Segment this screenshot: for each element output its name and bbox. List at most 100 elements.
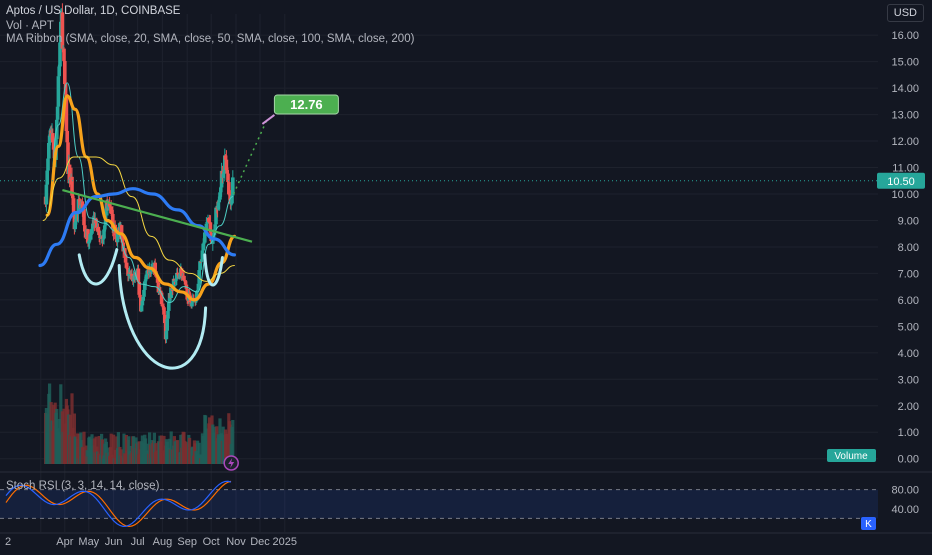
candle-body bbox=[224, 159, 229, 171]
target-price-badge bbox=[273, 94, 339, 115]
candle-body bbox=[198, 261, 202, 271]
candle-body bbox=[143, 281, 147, 290]
candle-body bbox=[137, 281, 141, 295]
volume-bar bbox=[91, 445, 95, 464]
candle-body bbox=[202, 242, 206, 244]
candle-body bbox=[111, 213, 115, 229]
candle-body bbox=[218, 192, 222, 200]
candle-body bbox=[230, 195, 234, 204]
candle-body bbox=[201, 243, 205, 251]
candle-body bbox=[208, 222, 213, 233]
candle-body bbox=[183, 281, 188, 285]
candle-body bbox=[127, 274, 131, 276]
candle-body bbox=[223, 155, 228, 160]
candle-body bbox=[175, 272, 179, 280]
candle-body bbox=[128, 272, 133, 275]
candle-body bbox=[140, 300, 145, 306]
candle-body bbox=[107, 202, 112, 207]
candle-body bbox=[57, 66, 61, 77]
price-tick-label: 2.00 bbox=[898, 401, 919, 413]
volume-bar bbox=[109, 433, 113, 464]
candle-body bbox=[94, 218, 98, 224]
volume-bar bbox=[97, 435, 101, 464]
candle-body bbox=[195, 290, 200, 292]
candle-body bbox=[67, 164, 72, 179]
candle-body bbox=[190, 302, 194, 307]
candle-body bbox=[229, 203, 233, 205]
candle-body bbox=[227, 182, 231, 195]
candle-body bbox=[165, 318, 169, 331]
left-shoulder-annotation bbox=[77, 248, 119, 286]
candle-body bbox=[58, 42, 62, 67]
candle-body bbox=[120, 238, 125, 243]
time-axis-label: 2025 bbox=[273, 536, 297, 548]
candle-body bbox=[123, 254, 128, 263]
price-tick-label: 5.00 bbox=[898, 321, 919, 333]
candle-body bbox=[87, 241, 91, 244]
volume-bar bbox=[112, 434, 116, 464]
volume-bar bbox=[231, 419, 235, 464]
candle-body bbox=[219, 187, 223, 193]
candle-body bbox=[222, 171, 226, 174]
candle-body bbox=[141, 296, 145, 301]
candle-body bbox=[179, 268, 184, 278]
candle-body bbox=[97, 231, 101, 236]
time-axis-label: Nov bbox=[226, 536, 246, 548]
candle-body bbox=[73, 222, 77, 230]
price-tick-label: 0.00 bbox=[898, 454, 919, 466]
candle-body bbox=[231, 177, 235, 196]
candle-body bbox=[199, 259, 204, 262]
candle-body bbox=[55, 106, 60, 120]
candle-body bbox=[153, 262, 157, 272]
candle-body bbox=[46, 158, 50, 171]
candle-body bbox=[91, 223, 95, 229]
candle-body bbox=[187, 293, 192, 296]
current-price-badge bbox=[877, 172, 925, 189]
price-tick-label: 14.00 bbox=[891, 83, 919, 95]
candle-body bbox=[96, 226, 101, 232]
candle-body bbox=[75, 213, 79, 219]
candle-body bbox=[109, 206, 113, 210]
volume-bar bbox=[122, 433, 126, 464]
candle-body bbox=[214, 207, 218, 225]
candle-body bbox=[83, 225, 87, 232]
candle-body bbox=[143, 279, 148, 282]
volume-label: Volume bbox=[834, 451, 868, 462]
candle-body bbox=[124, 262, 129, 268]
candle-body bbox=[102, 229, 106, 239]
target-pointer bbox=[261, 114, 275, 125]
candle-body bbox=[47, 142, 51, 159]
price-tick-label: 15.00 bbox=[891, 57, 919, 69]
candle-body bbox=[217, 199, 221, 203]
stoch-k-label: K bbox=[865, 519, 872, 530]
candle-body bbox=[169, 289, 173, 298]
candle-body bbox=[196, 283, 201, 291]
candle-body bbox=[47, 135, 52, 143]
candle-body bbox=[87, 239, 92, 242]
currency-button[interactable]: USD bbox=[886, 4, 924, 22]
candle-body bbox=[161, 306, 165, 308]
candle-body bbox=[86, 229, 90, 244]
price-tick-label: 10.00 bbox=[891, 189, 919, 201]
time-axis-label: Jul bbox=[131, 536, 145, 548]
candle-body bbox=[207, 217, 211, 222]
time-axis-label: Jun bbox=[105, 536, 123, 548]
time-axis-label: Oct bbox=[203, 536, 220, 548]
candle-body bbox=[144, 274, 149, 280]
candle-body bbox=[138, 294, 142, 298]
candle-body bbox=[63, 60, 67, 85]
candle-body bbox=[74, 218, 78, 223]
candle-body bbox=[130, 273, 134, 276]
candle-body bbox=[171, 278, 176, 291]
candle-body bbox=[174, 279, 178, 281]
price-tick-label: 6.00 bbox=[898, 295, 919, 307]
target-price-label: 12.76 bbox=[290, 97, 323, 112]
candle-body bbox=[225, 170, 229, 174]
candle-body bbox=[101, 238, 105, 240]
time-axis-label: Apr bbox=[56, 536, 73, 548]
stoch-k-line bbox=[5, 480, 232, 527]
time-axis-label: 2 bbox=[5, 536, 11, 548]
price-tick-label: 12.00 bbox=[891, 136, 919, 148]
